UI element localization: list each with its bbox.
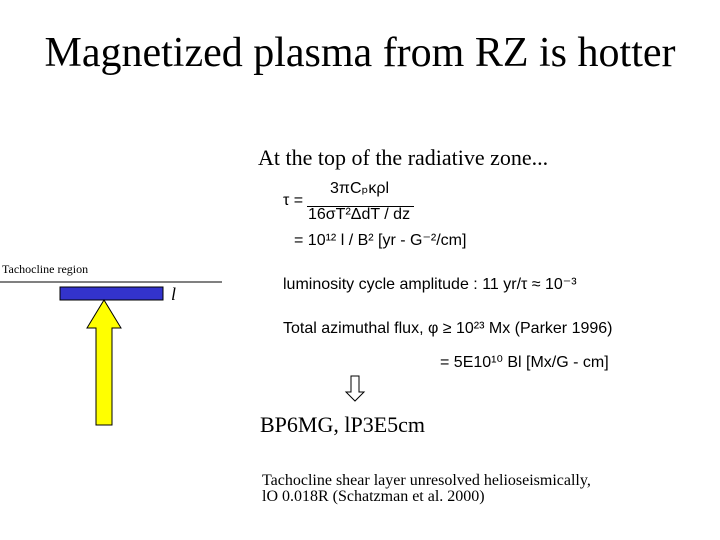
equation: 3πCₚκρl <box>330 180 389 197</box>
upward-arrow <box>86 299 122 426</box>
equation: = 10¹² l / B² [yr - G⁻²/cm] <box>294 232 467 249</box>
note-line: lO 0.018R (Schatzman et al. 2000) <box>262 488 485 505</box>
equation: τ = <box>283 192 304 209</box>
down-arrow <box>344 375 366 402</box>
fraction-line <box>307 206 414 207</box>
diagram-label: Tachocline region <box>2 262 89 276</box>
equation: = 5E10¹⁰ Bl [Mx/G - cm] <box>440 354 609 371</box>
slide-title: Magnetized plasma from RZ is hotter <box>44 30 676 76</box>
tachocline-layer <box>59 286 164 301</box>
note-line: Tachocline shear layer unresolved helios… <box>262 472 591 489</box>
equation: luminosity cycle amplitude : 11 yr/τ ≈ 1… <box>283 276 577 293</box>
equation: 16σT²ΔdT / dz <box>308 206 411 223</box>
equation: Total azimuthal flux, φ ≥ 10²³ Mx (Parke… <box>283 320 613 337</box>
result: BP6MG, lP3E5cm <box>260 412 426 437</box>
diagram-label: l <box>171 284 177 304</box>
subtitle: At the top of the radiative zone... <box>258 145 549 170</box>
